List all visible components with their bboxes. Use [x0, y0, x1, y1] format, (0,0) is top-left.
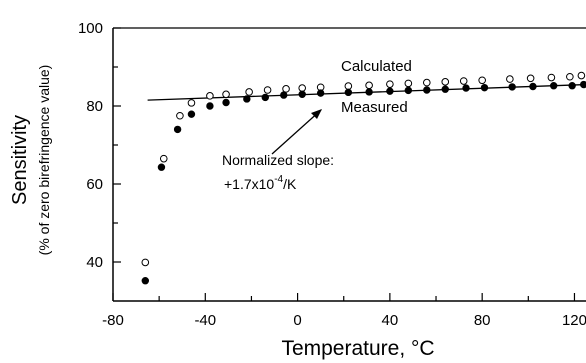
measured-point [508, 83, 516, 91]
measured-point [157, 163, 166, 171]
measured-point [365, 88, 373, 96]
slope-value: +1.7x10 [224, 176, 274, 192]
measured-point [441, 85, 449, 93]
calculated-point [222, 90, 230, 99]
slope-unit: /K [283, 176, 297, 192]
calculated-point [176, 111, 184, 120]
calculated-point [365, 81, 373, 90]
y-axis-subtitle: (% of zero birefringence value) [36, 65, 52, 256]
annotation-arrowhead [311, 109, 322, 119]
calculated-point [526, 74, 535, 83]
calculated-point [566, 72, 574, 81]
measured-point [222, 98, 230, 107]
calculated-point [404, 79, 413, 88]
measured-point [316, 89, 325, 97]
calculated-point [282, 85, 290, 93]
calculated-point [577, 71, 586, 80]
calculated-point [386, 80, 394, 88]
measured-point [568, 82, 576, 90]
calculated-point [187, 99, 196, 107]
x-tick-label: -80 [102, 312, 124, 329]
calculated-point [141, 258, 150, 267]
x-tick-label: 80 [474, 312, 491, 329]
measured-point [243, 95, 251, 103]
measured-point [386, 87, 394, 95]
calculated-point [422, 78, 431, 87]
x-tick-label: 40 [382, 312, 399, 329]
annotation-arrow [271, 109, 322, 155]
measured-point [280, 91, 288, 99]
calculated-point [159, 154, 168, 163]
measured-point [261, 93, 269, 102]
slope-annotation-line1: Normalized slope: [222, 152, 334, 168]
y-tick-label: 100 [78, 20, 103, 37]
plot-area [141, 71, 586, 285]
y-axis-title: Sensitivity [9, 115, 31, 205]
measured-point [549, 82, 558, 90]
calculated-point [245, 88, 253, 96]
slope-exponent: -4 [274, 174, 283, 185]
calculated-point [478, 76, 486, 85]
y-tick-label: 60 [86, 176, 103, 193]
x-tick-label: 120 [562, 312, 586, 329]
calculated-label: Calculated [341, 58, 412, 75]
measured-point [141, 277, 150, 285]
measured-point [298, 90, 306, 99]
slope-annotation-line2: +1.7x10-4/K [224, 174, 297, 192]
measured-point [529, 82, 537, 91]
y-tick-label: 80 [86, 98, 103, 115]
calculated-point [506, 75, 514, 83]
x-tick-label: 0 [293, 312, 301, 329]
y-tick-label: 40 [86, 254, 103, 271]
measured-point [480, 83, 489, 92]
measured-point [206, 102, 214, 110]
measured-point [173, 125, 182, 134]
calculated-point [344, 82, 353, 90]
calculated-point [547, 73, 556, 82]
x-tick-label: -40 [194, 312, 216, 329]
calculated-point [263, 86, 272, 94]
measured-point [187, 110, 196, 118]
measured-point [462, 84, 470, 92]
measured-point [423, 86, 431, 94]
measured-point [404, 86, 413, 95]
x-axis-title: Temperature, °C [281, 337, 434, 360]
calculated-point [298, 84, 307, 92]
measured-point [344, 88, 353, 97]
measured-label: Measured [341, 99, 408, 116]
calculated-point [206, 92, 214, 100]
calculated-point [459, 77, 468, 85]
axes: 40 60 80 100 -80 -40 0 40 80 120 [78, 20, 586, 329]
calculated-point [441, 78, 450, 86]
measured-point [579, 80, 586, 89]
